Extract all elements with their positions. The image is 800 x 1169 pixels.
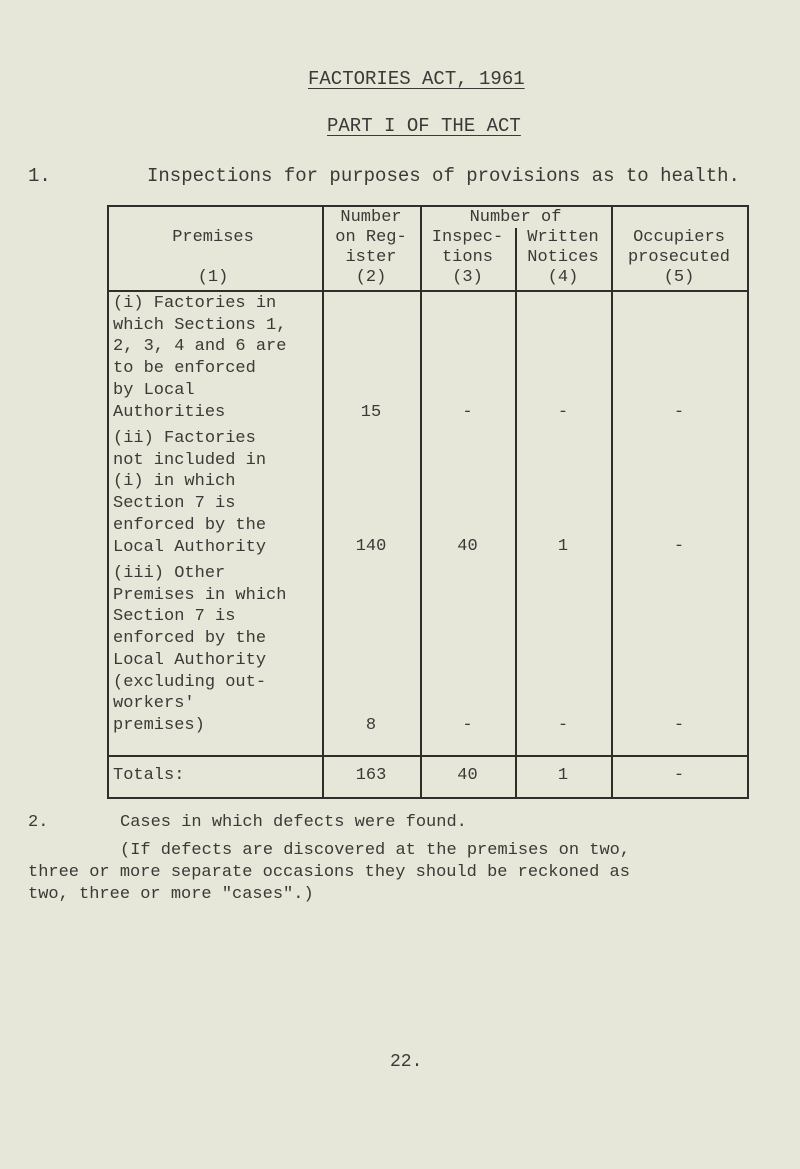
document-title: FACTORIES ACT, 1961 <box>308 68 525 90</box>
table-rule <box>107 755 748 757</box>
row-1-occupiers: - <box>673 403 685 422</box>
table-rule <box>747 205 749 799</box>
inspections-table: Premises (1) Number on Reg- ister (2) Nu… <box>107 205 749 799</box>
table-rule <box>611 205 613 799</box>
row-3-notices: - <box>557 716 569 735</box>
totals-inspections: 40 <box>457 766 478 785</box>
header-notices: Written Notices (4) <box>527 228 599 287</box>
row-2-premises: (ii) Factories not included in (i) in wh… <box>113 429 267 557</box>
table-rule <box>420 205 422 799</box>
row-1-premises: (i) Factories in which Sections 1, 2, 3,… <box>113 294 287 422</box>
row-1-notices: - <box>557 403 569 422</box>
table-rule <box>107 290 748 292</box>
table-rule <box>107 205 109 799</box>
row-3-occupiers: - <box>673 716 685 735</box>
section-2-note: (If defects are discovered at the premis… <box>28 840 630 906</box>
section-2-heading: Cases in which defects were found. <box>120 813 467 832</box>
header-register: Number on Reg- ister (2) <box>335 208 407 287</box>
document-subtitle: PART I OF THE ACT <box>327 115 521 137</box>
section-1-number: 1. <box>28 165 51 187</box>
table-rule <box>107 205 748 207</box>
totals-register: 163 <box>355 766 387 785</box>
row-3-inspections: - <box>462 716 473 735</box>
row-3-premises: (iii) Other Premises in which Section 7 … <box>113 564 287 735</box>
section-2-number: 2. <box>28 813 49 832</box>
row-1-register: 15 <box>360 403 382 422</box>
totals-notices: 1 <box>557 766 569 785</box>
section-1-heading: Inspections for purposes of provisions a… <box>147 165 740 187</box>
row-3-register: 8 <box>365 716 377 735</box>
header-premises: Premises (1) <box>172 228 254 287</box>
header-inspections: Inspec- tions (3) <box>431 228 504 287</box>
row-2-notices: 1 <box>557 537 569 556</box>
row-2-register: 140 <box>355 537 387 556</box>
table-rule <box>107 797 748 799</box>
table-rule <box>322 205 324 799</box>
totals-occupiers: - <box>673 766 685 785</box>
header-number-of: Number of <box>469 208 562 227</box>
row-1-inspections: - <box>462 403 473 422</box>
section-2-note-text: (If defects are discovered at the premis… <box>28 841 631 904</box>
page-number: 22. <box>390 1052 423 1072</box>
row-2-occupiers: - <box>673 537 685 556</box>
table-rule <box>515 228 517 799</box>
row-2-inspections: 40 <box>457 537 478 556</box>
totals-label: Totals: <box>113 766 185 785</box>
header-occupiers: Occupiers prosecuted (5) <box>627 228 731 287</box>
